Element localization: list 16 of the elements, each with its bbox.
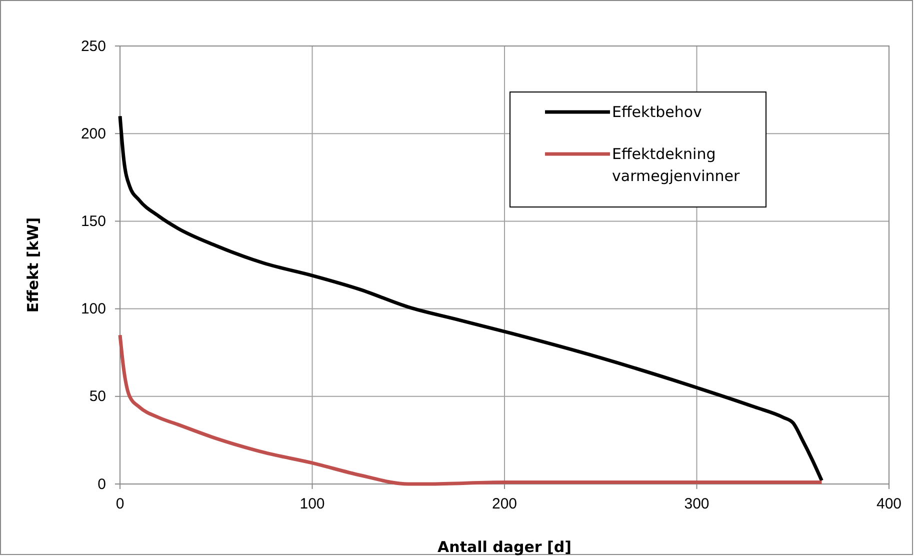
line-series — [118, 333, 824, 486]
x-tick-label: 200 — [492, 496, 518, 512]
x-tick-label: 100 — [300, 496, 325, 512]
x-tick-label: 0 — [116, 496, 124, 512]
y-tick-label: 250 — [80, 38, 106, 55]
y-axis-title: Effekt [kW] — [24, 217, 42, 313]
y-tick-label: 200 — [80, 125, 106, 142]
x-tick-label: 400 — [876, 496, 902, 512]
y-tick-label: 0 — [98, 476, 106, 493]
x-axis-title: Antall dager [d] — [438, 538, 572, 556]
y-tick-label: 100 — [80, 300, 106, 318]
legend-label: Effektbehov — [612, 103, 702, 121]
legend-label: Effektdekning varmegjenvinner — [612, 145, 741, 185]
y-tick-label: 50 — [89, 388, 106, 406]
y-tick-label: 150 — [80, 213, 106, 230]
x-tick-label: 300 — [684, 496, 710, 512]
